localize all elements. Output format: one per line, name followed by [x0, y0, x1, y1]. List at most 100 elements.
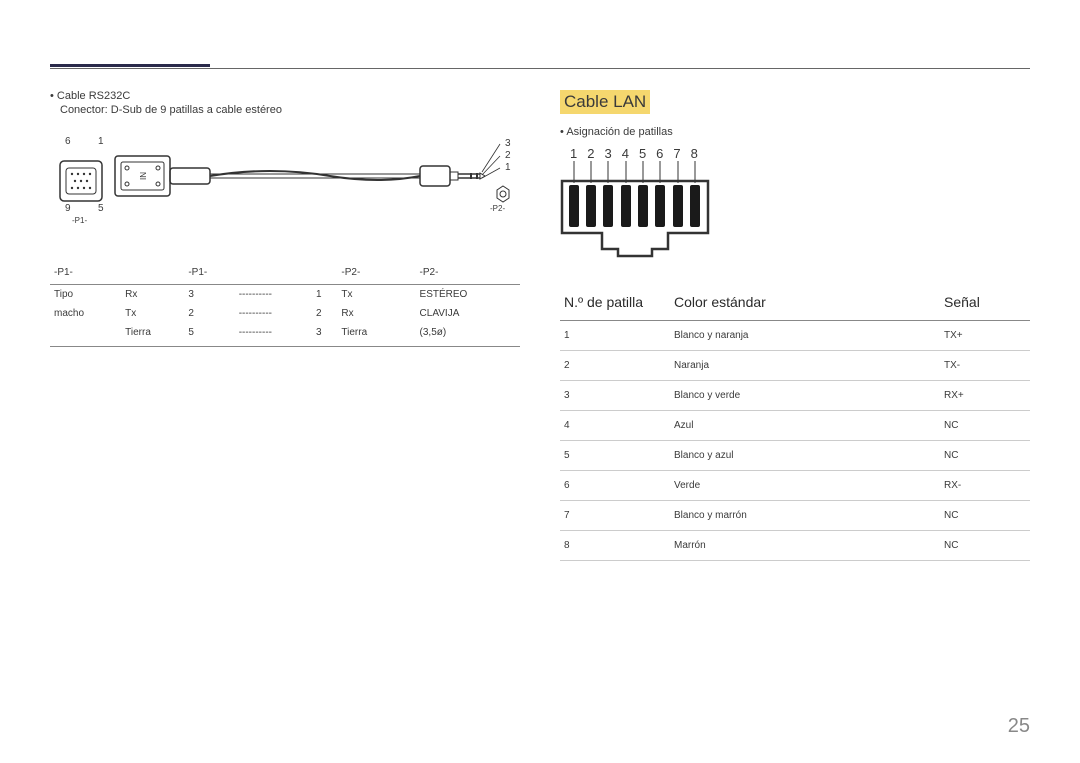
pin-n7: 7: [673, 146, 680, 161]
table-row: TipoRx3----------1TxESTÉREO: [50, 285, 520, 305]
table-cell: 2: [184, 304, 234, 323]
table-cell: 3: [312, 323, 337, 347]
th-p1b: -P1-: [184, 261, 234, 285]
table-cell: 2: [312, 304, 337, 323]
table-cell: Marrón: [670, 531, 940, 561]
table-cell: NC: [940, 501, 1030, 531]
table-cell: Naranja: [670, 351, 940, 381]
pin-n5: 5: [639, 146, 646, 161]
table-cell: 1: [312, 285, 337, 305]
dsub-pin-1: 1: [98, 136, 104, 147]
th-empty3: [312, 261, 337, 285]
table-cell: Azul: [670, 411, 940, 441]
cable-lan-heading: Cable LAN: [560, 90, 650, 114]
cable-diagram: IN: [50, 126, 520, 246]
jack-pin-2: 2: [505, 150, 511, 161]
table-row: 6VerdeRX-: [560, 471, 1030, 501]
rs232c-pin-table: -P1- -P1- -P2- -P2- TipoRx3----------1Tx…: [50, 261, 520, 347]
table-cell: 6: [560, 471, 670, 501]
th-p2b: -P2-: [416, 261, 520, 285]
lan-th-pin: N.º de patilla: [560, 286, 670, 321]
dsub-pin-6: 6: [65, 136, 71, 147]
th-empty2: [235, 261, 312, 285]
p1-label: -P1-: [72, 216, 87, 225]
table-cell: Blanco y naranja: [670, 321, 940, 351]
table-row: 1Blanco y naranjaTX+: [560, 321, 1030, 351]
pin-n1: 1: [570, 146, 577, 161]
table-cell: Tierra: [337, 323, 400, 347]
table-cell: ----------: [235, 323, 312, 347]
dsub-pin-5: 5: [98, 203, 104, 214]
table-cell: [401, 323, 416, 347]
lan-header-row: N.º de patilla Color estándar Señal: [560, 286, 1030, 321]
table-cell: Rx: [337, 304, 400, 323]
pin-n6: 6: [656, 146, 663, 161]
table-cell: NC: [940, 411, 1030, 441]
pin-n8: 8: [691, 146, 698, 161]
jack-pin-3: 3: [505, 138, 511, 149]
jack-pin-1: 1: [505, 162, 511, 173]
table-cell: ESTÉREO: [416, 285, 520, 305]
table-cell: TX-: [940, 351, 1030, 381]
left-column: Cable RS232C Conector: D-Sub de 9 patill…: [50, 90, 520, 561]
table-cell: RX-: [940, 471, 1030, 501]
table-cell: NC: [940, 531, 1030, 561]
table-cell: NC: [940, 441, 1030, 471]
table-cell: 3: [560, 381, 670, 411]
lan-pin-table: N.º de patilla Color estándar Señal 1Bla…: [560, 286, 1030, 561]
table-cell: RX+: [940, 381, 1030, 411]
table-cell: 4: [560, 411, 670, 441]
table-cell: Tierra: [121, 323, 184, 347]
rs232c-title: Cable RS232C: [50, 90, 520, 102]
table-cell: 5: [560, 441, 670, 471]
table-cell: Tx: [121, 304, 184, 323]
table-cell: [401, 285, 416, 305]
svg-text:IN: IN: [139, 172, 148, 180]
rj45-diagram: 1 2 3 4 5 6 7 8: [560, 146, 730, 266]
table-row: 5Blanco y azulNC: [560, 441, 1030, 471]
table-cell: [401, 304, 416, 323]
table-cell: 7: [560, 501, 670, 531]
table-row: Tierra5----------3Tierra(3,5ø): [50, 323, 520, 347]
table-cell: CLAVIJA: [416, 304, 520, 323]
th-p2a: -P2-: [337, 261, 400, 285]
table-row: 7Blanco y marrónNC: [560, 501, 1030, 531]
table-row: 4AzulNC: [560, 411, 1030, 441]
cable-diagram-svg: IN: [50, 126, 520, 246]
th-p1a: -P1-: [50, 261, 121, 285]
table-row: 8MarrónNC: [560, 531, 1030, 561]
table-cell: Blanco y verde: [670, 381, 940, 411]
table-cell: [50, 323, 121, 347]
table-row: 2NaranjaTX-: [560, 351, 1030, 381]
table-cell: TX+: [940, 321, 1030, 351]
table-cell: 2: [560, 351, 670, 381]
pin-n3: 3: [604, 146, 611, 161]
header-accent-bar: [50, 64, 210, 67]
page-content: Cable RS232C Conector: D-Sub de 9 patill…: [50, 90, 1030, 561]
table-cell: Verde: [670, 471, 940, 501]
th-empty1: [121, 261, 184, 285]
lan-th-signal: Señal: [940, 286, 1030, 321]
table-cell: 1: [560, 321, 670, 351]
page-number: 25: [1008, 715, 1030, 738]
table-cell: ----------: [235, 285, 312, 305]
header-divider: [50, 68, 1030, 69]
table-cell: ----------: [235, 304, 312, 323]
pin-assignment-bullet: Asignación de patillas: [560, 126, 1030, 138]
p2-label: -P2-: [490, 204, 505, 213]
rj45-svg: [560, 161, 730, 271]
rs232c-subtitle: Conector: D-Sub de 9 patillas a cable es…: [60, 104, 520, 116]
table-cell: macho: [50, 304, 121, 323]
table-cell: Blanco y azul: [670, 441, 940, 471]
dsub-pin-9: 9: [65, 203, 71, 214]
lan-th-color: Color estándar: [670, 286, 940, 321]
table-cell: Tipo: [50, 285, 121, 305]
table-cell: (3,5ø): [416, 323, 520, 347]
table-row: 3Blanco y verdeRX+: [560, 381, 1030, 411]
table-cell: 8: [560, 531, 670, 561]
pin-number-row: 1 2 3 4 5 6 7 8: [570, 146, 698, 161]
table-cell: Rx: [121, 285, 184, 305]
table-row: machoTx2----------2RxCLAVIJA: [50, 304, 520, 323]
table-cell: 3: [184, 285, 234, 305]
th-empty4: [401, 261, 416, 285]
